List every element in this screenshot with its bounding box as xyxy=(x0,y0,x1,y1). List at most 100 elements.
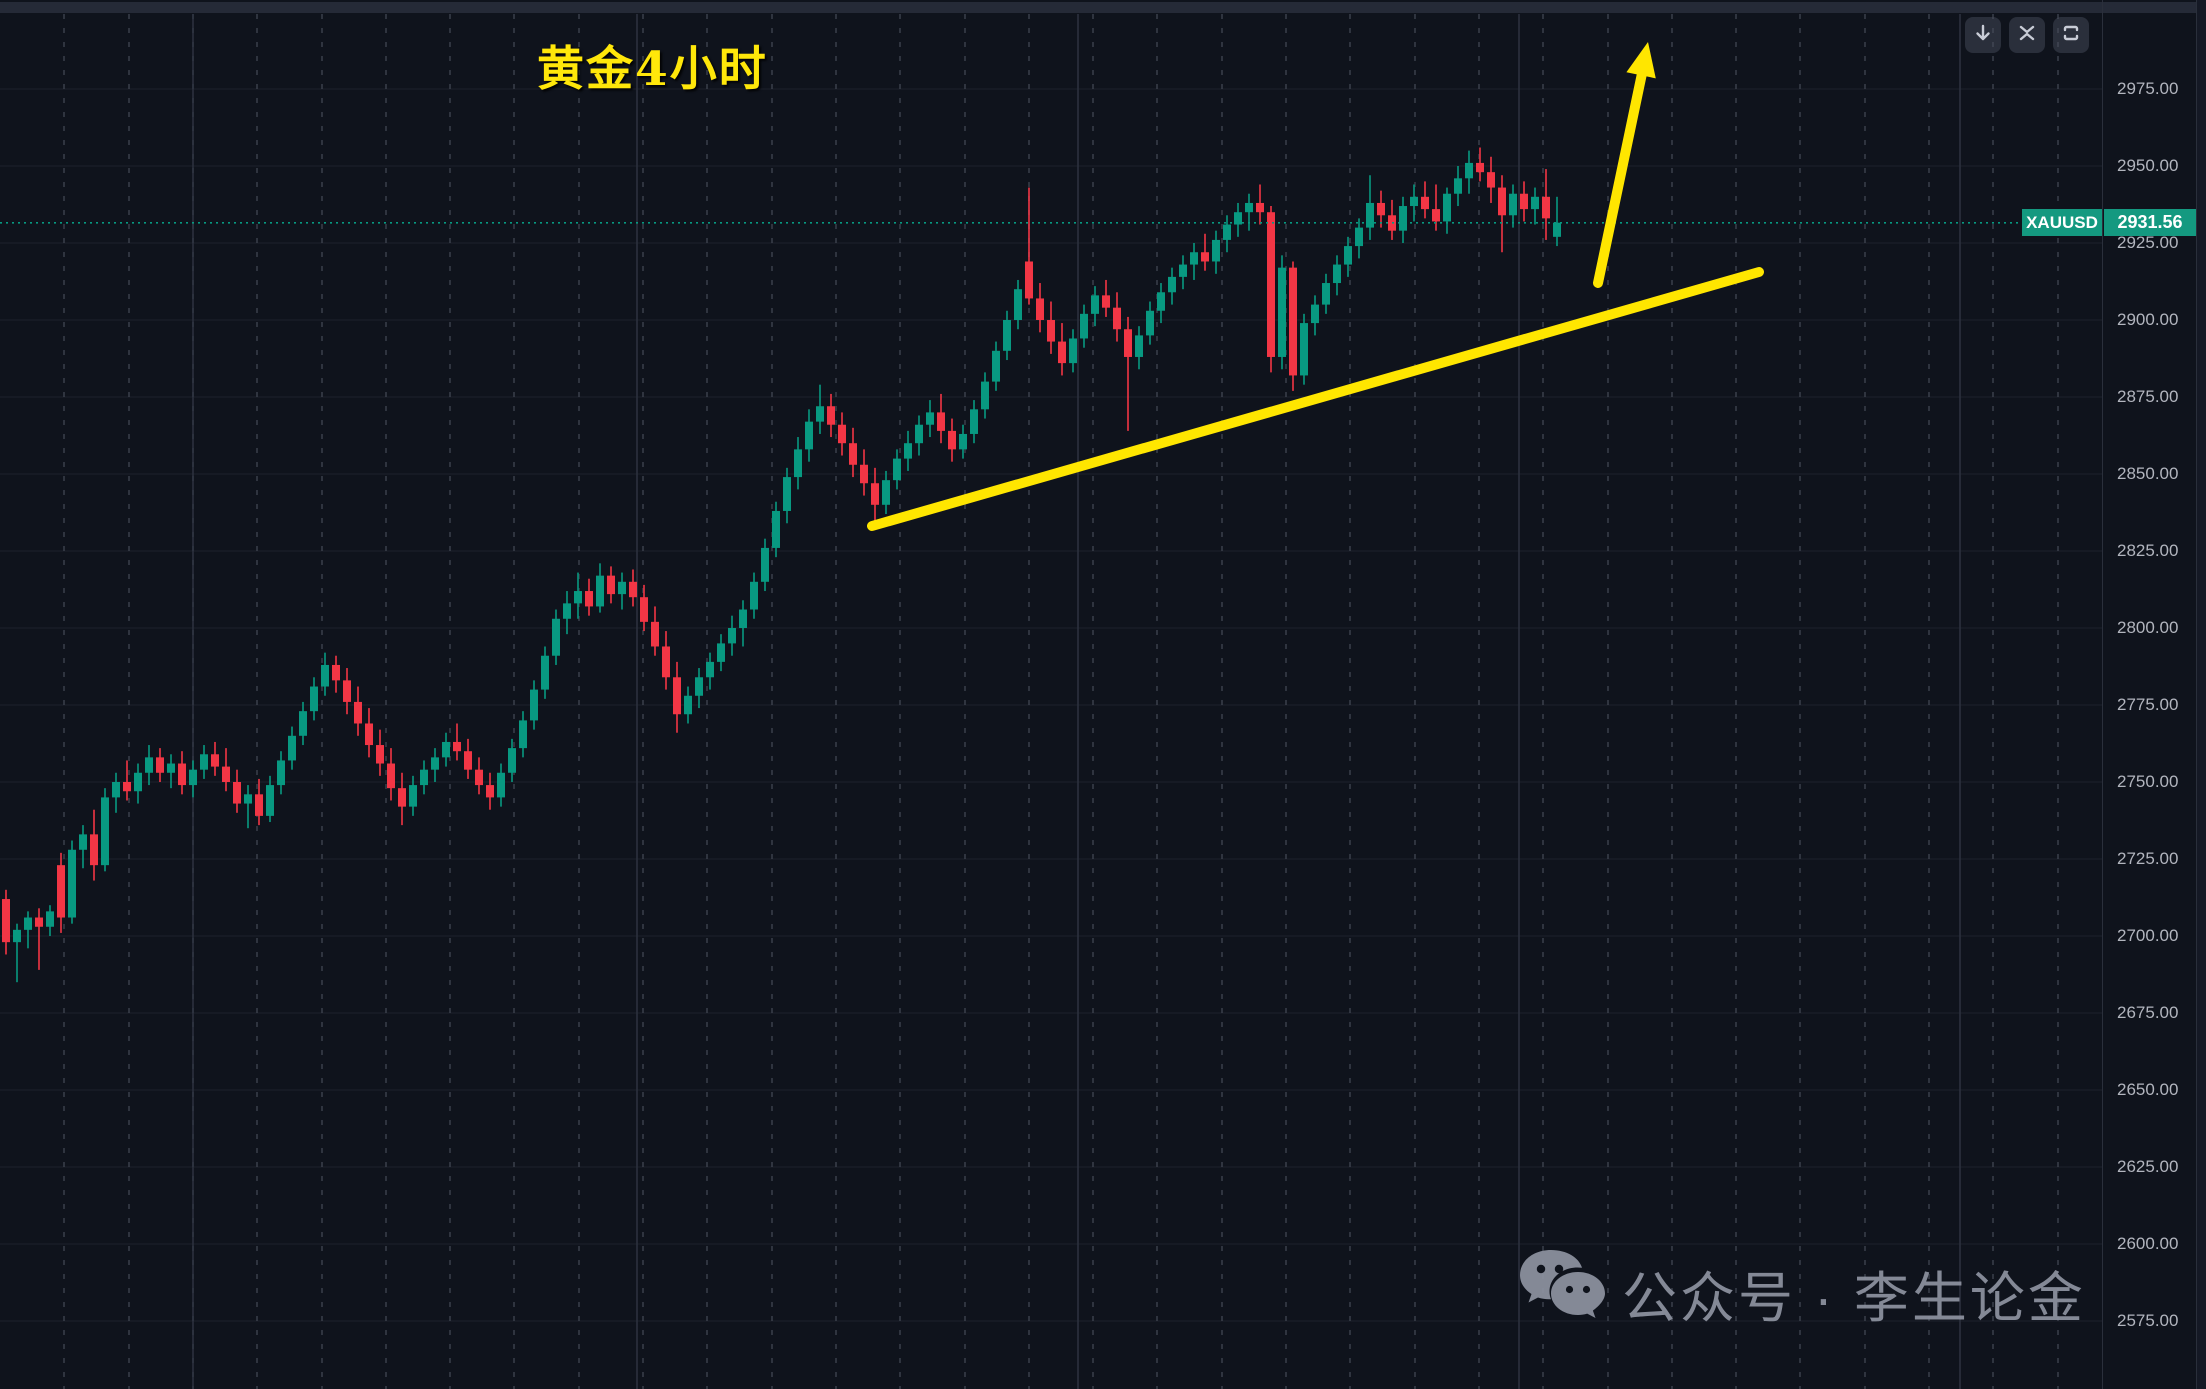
candle xyxy=(145,757,153,773)
candle xyxy=(937,412,945,431)
collapse-button[interactable] xyxy=(2009,17,2045,53)
candle xyxy=(101,797,109,866)
candle xyxy=(189,769,197,786)
candle xyxy=(211,754,219,767)
candle xyxy=(1553,222,1561,237)
candle xyxy=(1014,289,1022,320)
price-axis-label: 2825.00 xyxy=(2117,541,2179,560)
candle xyxy=(728,628,736,644)
candle xyxy=(1333,264,1341,284)
price-axis-label: 2775.00 xyxy=(2117,695,2179,714)
price-axis-label: 2700.00 xyxy=(2117,926,2179,945)
candle xyxy=(442,741,450,758)
candle xyxy=(1322,283,1330,305)
candle xyxy=(1300,323,1308,376)
candle xyxy=(805,421,813,450)
candle xyxy=(893,458,901,481)
candle xyxy=(1223,224,1231,240)
candle xyxy=(794,449,802,478)
candle xyxy=(1377,202,1385,216)
candle xyxy=(519,720,527,749)
trendline-drawing[interactable] xyxy=(867,267,1764,531)
candle xyxy=(1476,162,1484,173)
candle xyxy=(607,575,615,595)
candle xyxy=(178,763,186,786)
candle xyxy=(398,788,406,807)
price-axis-label: 2900.00 xyxy=(2117,310,2179,329)
candle xyxy=(1454,178,1462,194)
candle xyxy=(1465,162,1473,179)
candle xyxy=(35,917,43,927)
candle xyxy=(783,477,791,511)
candle xyxy=(453,741,461,752)
candle xyxy=(904,443,912,459)
candle xyxy=(530,689,538,721)
candle xyxy=(1267,212,1275,357)
arrow-drawing-shaft[interactable] xyxy=(1593,59,1649,288)
vertical-gridlines xyxy=(63,14,2059,1389)
candle xyxy=(1003,320,1011,351)
candle xyxy=(1069,338,1077,364)
candle xyxy=(618,581,626,595)
candle xyxy=(761,547,769,582)
candle xyxy=(134,772,142,792)
price-axis-label: 2975.00 xyxy=(2117,79,2179,98)
candle xyxy=(266,785,274,816)
candle xyxy=(673,677,681,715)
price-axis-label: 2950.00 xyxy=(2117,156,2179,175)
candle xyxy=(1179,264,1187,277)
candle xyxy=(376,745,384,764)
candle xyxy=(1102,295,1110,308)
candle xyxy=(1520,193,1528,210)
download-button[interactable] xyxy=(1965,17,2001,53)
candle xyxy=(816,406,824,422)
collapse-chevrons-icon xyxy=(2016,22,2038,49)
candle xyxy=(1036,298,1044,320)
candle xyxy=(1498,187,1506,216)
candle xyxy=(1256,202,1264,213)
candle xyxy=(1157,292,1165,311)
candle xyxy=(1091,295,1099,314)
candle xyxy=(24,917,32,930)
candle xyxy=(915,424,923,444)
candle xyxy=(2,899,10,943)
candle xyxy=(1443,193,1451,222)
arrow-drawing-head[interactable] xyxy=(1626,42,1656,79)
candle xyxy=(1344,246,1352,265)
candle xyxy=(651,621,659,647)
watermark: 公众号 · 李生论金 xyxy=(1518,1248,2086,1337)
candle xyxy=(585,591,593,607)
candle xyxy=(332,664,340,681)
candle xyxy=(486,785,494,798)
candle xyxy=(1278,267,1286,357)
candle xyxy=(970,409,978,434)
candle xyxy=(508,748,516,773)
candle xyxy=(981,381,989,410)
candle xyxy=(849,443,857,465)
right-edge-strip xyxy=(2196,0,2206,1389)
candle xyxy=(13,929,21,943)
candle xyxy=(1190,252,1198,265)
current-price-tag: 2931.56 xyxy=(2104,209,2196,236)
candle xyxy=(1135,335,1143,357)
symbol-tag: XAUUSD xyxy=(2022,209,2102,236)
candle xyxy=(431,757,439,770)
candle xyxy=(420,769,428,786)
candle xyxy=(1113,307,1121,330)
candle xyxy=(1399,206,1407,231)
candle xyxy=(827,406,835,425)
top-strip xyxy=(0,2,2206,13)
candle xyxy=(1025,261,1033,299)
candle xyxy=(354,701,362,724)
candle xyxy=(1058,341,1066,364)
price-axis-label: 2800.00 xyxy=(2117,618,2179,637)
candle xyxy=(68,849,76,918)
candle xyxy=(926,412,934,425)
candle xyxy=(343,680,351,702)
price-axis-label: 2725.00 xyxy=(2117,849,2179,868)
price-axis-label: 2750.00 xyxy=(2117,772,2179,791)
price-axis-label: 2600.00 xyxy=(2117,1234,2179,1253)
candle xyxy=(79,834,87,850)
candle xyxy=(365,723,373,746)
